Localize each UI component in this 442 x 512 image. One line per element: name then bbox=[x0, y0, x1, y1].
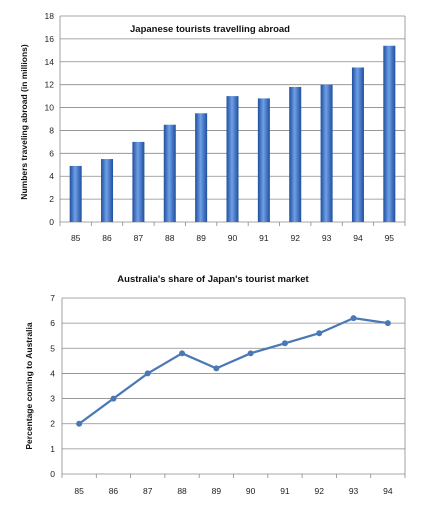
chart2-x-tick: 92 bbox=[315, 486, 325, 496]
chart2-y-tick: 5 bbox=[50, 343, 55, 353]
chart1-y-tick: 6 bbox=[49, 148, 54, 158]
chart2-y-tick: 4 bbox=[50, 368, 55, 378]
chart2-y-tick: 3 bbox=[50, 394, 55, 404]
chart1-x-tick: 86 bbox=[102, 233, 112, 243]
chart1-bar bbox=[195, 113, 208, 222]
chart2-point bbox=[213, 365, 220, 372]
chart1-y-axis-label: Numbers traveling abroad (in millions) bbox=[19, 44, 29, 200]
chart2-point bbox=[281, 340, 288, 347]
chart1-y-tick: 4 bbox=[49, 171, 54, 181]
chart2-title: Australia's share of Japan's tourist mar… bbox=[117, 274, 309, 285]
chart1-x-tick: 88 bbox=[165, 233, 175, 243]
chart2-point bbox=[179, 350, 186, 357]
chart1-x-tick: 91 bbox=[259, 233, 269, 243]
chart2-x-tick: 93 bbox=[349, 486, 359, 496]
chart1-x-tick-labels: 85 86 87 88 89 90 91 92 93 94 95 bbox=[71, 233, 394, 243]
chart2-series-line bbox=[78, 317, 389, 425]
chart1-bar bbox=[257, 98, 270, 222]
chart1-y-tick: 2 bbox=[49, 194, 54, 204]
chart2-point bbox=[384, 320, 391, 327]
chart1-x-tick: 89 bbox=[196, 233, 206, 243]
chart2-y-tick: 0 bbox=[50, 469, 55, 479]
chart1-y-tick: 0 bbox=[49, 217, 54, 227]
chart1-x-tick: 93 bbox=[322, 233, 332, 243]
chart1-y-tick: 8 bbox=[49, 125, 54, 135]
chart2-y-tick: 7 bbox=[50, 293, 55, 303]
chart1-x-tick: 94 bbox=[353, 233, 363, 243]
chart2-x-tick: 88 bbox=[177, 486, 187, 496]
chart2-x-tick: 85 bbox=[74, 486, 84, 496]
chart2-point bbox=[316, 330, 323, 337]
chart2-y-tick-labels: 0 1 2 3 4 5 6 7 bbox=[50, 293, 55, 479]
chart2-x-tick: 90 bbox=[246, 486, 256, 496]
chart2-x-tick: 91 bbox=[280, 486, 290, 496]
chart1-y-tick: 18 bbox=[45, 11, 55, 21]
chart1-x-tick: 95 bbox=[385, 233, 395, 243]
chart2-x-tick: 87 bbox=[143, 486, 153, 496]
chart2-x-tick: 86 bbox=[109, 486, 119, 496]
chart1-bar bbox=[163, 124, 176, 222]
chart2-point bbox=[350, 315, 357, 322]
chart1-y-tick: 16 bbox=[45, 34, 55, 44]
chart1-bar bbox=[383, 45, 396, 222]
chart2-x-tick: 94 bbox=[383, 486, 393, 496]
chart2-y-axis-label: Percentage coming to Australia bbox=[24, 322, 34, 449]
chart1-x-tick: 92 bbox=[290, 233, 300, 243]
bar-chart-japanese-tourists: 0 2 4 6 8 10 12 14 16 18 85 86 87 88 89 90 91 92 93 94 95 J… bbox=[19, 11, 406, 243]
chart1-y-tick-labels: 0 2 4 6 8 10 12 14 16 18 bbox=[45, 11, 55, 227]
chart1-y-tick: 12 bbox=[45, 80, 55, 90]
chart2-point bbox=[110, 395, 117, 402]
chart1-bar bbox=[320, 84, 333, 223]
chart2-point bbox=[247, 350, 254, 357]
chart2-x-tick-labels: 85 86 87 88 89 90 91 92 93 94 bbox=[74, 486, 392, 496]
line-chart-australia-share: 0 1 2 3 4 5 6 7 85 86 87 88 89 90 91 92 93 94 Australia'… bbox=[24, 274, 406, 496]
chart2-gridlines bbox=[61, 297, 406, 478]
chart2-y-tick: 2 bbox=[50, 419, 55, 429]
chart2-series bbox=[76, 315, 391, 427]
chart2-y-tick: 1 bbox=[50, 444, 55, 454]
chart2-y-tick: 6 bbox=[50, 318, 55, 328]
chart2-point bbox=[144, 370, 151, 377]
chart1-bar bbox=[226, 96, 239, 222]
chart1-bar bbox=[101, 159, 114, 222]
chart2-point bbox=[76, 420, 83, 427]
chart2-x-tick: 89 bbox=[212, 486, 222, 496]
chart1-x-tick: 90 bbox=[228, 233, 238, 243]
chart1-y-tick: 14 bbox=[45, 57, 55, 67]
chart1-bar bbox=[289, 86, 302, 222]
chart1-title: Japanese tourists travelling abroad bbox=[130, 24, 290, 35]
chart1-y-tick: 10 bbox=[45, 103, 55, 113]
chart1-x-tick: 87 bbox=[134, 233, 144, 243]
chart1-bar bbox=[351, 67, 364, 222]
chart1-bars bbox=[69, 45, 396, 223]
chart1-x-tick: 85 bbox=[71, 233, 81, 243]
chart1-bar bbox=[132, 141, 145, 222]
chart1-bar bbox=[69, 165, 82, 222]
